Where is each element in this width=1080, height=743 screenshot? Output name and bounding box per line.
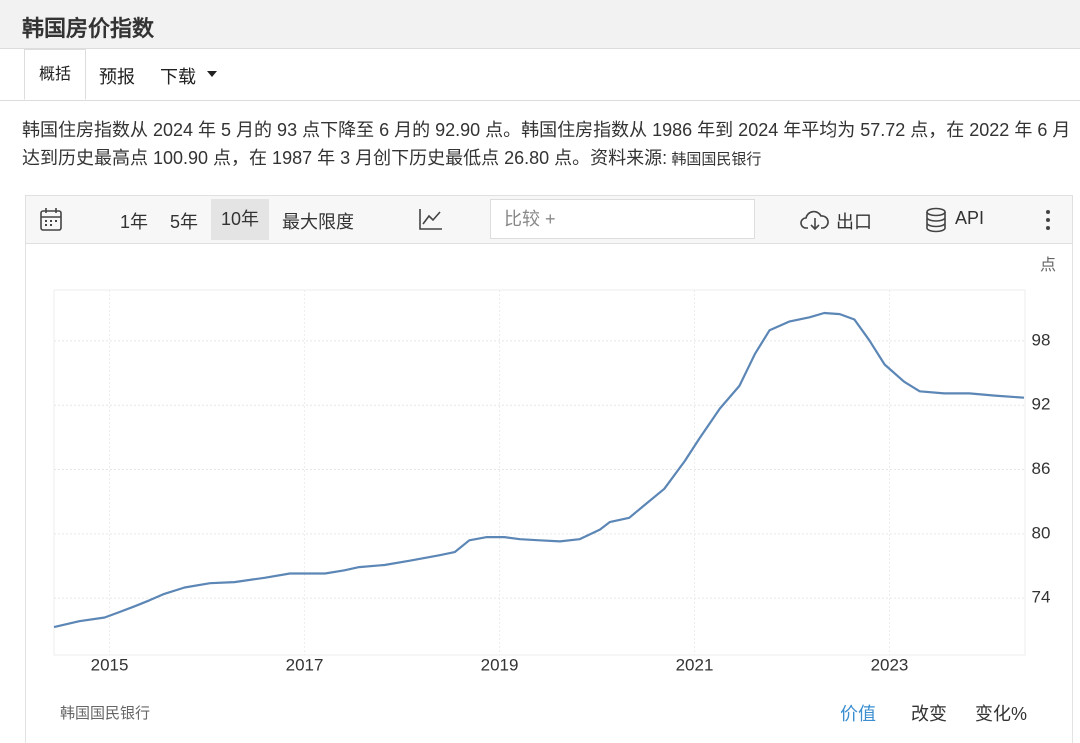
y-tick-label: 86	[1032, 459, 1051, 478]
download-icon[interactable]	[800, 208, 830, 232]
x-tick-label: 2015	[91, 655, 129, 674]
chart-source: 韩国国民银行	[60, 705, 151, 722]
calendar-icon[interactable]	[39, 207, 63, 233]
export-button[interactable]: 出口	[836, 212, 872, 232]
x-tick-label: 2023	[871, 655, 909, 674]
description-text: 韩国住房指数从 2024 年 5 月的 93 点下降至 6 月的 92.90 点…	[22, 120, 1071, 168]
mode-button[interactable]: 变化%	[975, 704, 1028, 724]
compare-input[interactable]: 比较 +	[490, 199, 755, 239]
y-unit: 点	[1040, 256, 1056, 274]
chart-type-icon[interactable]	[418, 207, 444, 231]
x-tick-label: 2021	[676, 655, 714, 674]
api-icon[interactable]	[925, 207, 947, 233]
api-button[interactable]: API	[955, 208, 985, 228]
source: 韩国国民银行	[671, 151, 762, 168]
dropdown-caret	[207, 71, 217, 77]
tab[interactable]: 预报	[99, 67, 135, 87]
data-line	[53, 311, 1025, 629]
plot-frame	[53, 289, 1026, 656]
page-title: 韩国房价指数	[22, 16, 155, 41]
description: 韩国住房指数从 2024 年 5 月的 93 点下降至 6 月的 92.90 点…	[22, 116, 1080, 174]
tab[interactable]: 概括	[24, 49, 86, 100]
range-button[interactable]: 5年	[170, 212, 199, 232]
range-button[interactable]: 1年	[120, 212, 149, 232]
source-label: 资料来源:	[590, 148, 668, 168]
range-button[interactable]: 最大限度	[282, 212, 354, 232]
mode-button[interactable]: 改变	[911, 704, 947, 724]
y-tick-label: 80	[1032, 523, 1051, 542]
y-tick-label: 74	[1032, 588, 1051, 607]
x-tick-label: 2019	[481, 655, 519, 674]
y-tick-label: 92	[1032, 395, 1051, 414]
mode-button[interactable]: 价值	[840, 704, 876, 724]
chart: 点 74 80 86 92 98 2015 2017 2019 2021 2023	[53, 256, 1056, 674]
header-bar	[0, 0, 1080, 49]
tab[interactable]: 下载	[160, 67, 196, 87]
more-menu[interactable]	[1043, 209, 1053, 231]
tab-bar: 概括 预报 下载	[0, 49, 1080, 101]
range-button[interactable]: 10年	[211, 199, 270, 240]
x-tick-label: 2017	[286, 655, 324, 674]
y-tick-label: 98	[1032, 330, 1051, 349]
